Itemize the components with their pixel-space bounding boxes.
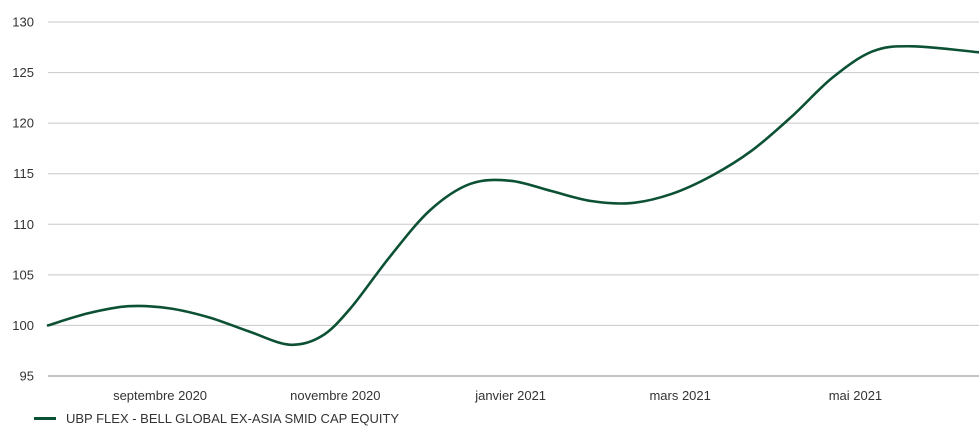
y-tick-label: 105 (12, 267, 34, 282)
x-tick-label: mai 2021 (829, 388, 882, 403)
y-axis-ticks: 95 100 105 110 115 120 125 130 (12, 15, 34, 384)
y-tick-label: 95 (20, 369, 34, 384)
x-tick-label: janvier 2021 (474, 388, 546, 403)
y-tick-label: 120 (12, 116, 34, 131)
legend: UBP FLEX - BELL GLOBAL EX-ASIA SMID CAP … (34, 410, 399, 426)
x-axis-ticks: septembre 2020 novembre 2020 janvier 2021 m… (113, 388, 882, 403)
y-tick-label: 110 (13, 217, 34, 232)
y-tick-label: 100 (12, 318, 34, 333)
x-tick-label: novembre 2020 (290, 388, 380, 403)
x-tick-label: mars 2021 (649, 388, 710, 403)
series-line (46, 44, 979, 347)
legend-label: UBP FLEX - BELL GLOBAL EX-ASIA SMID CAP … (66, 410, 400, 426)
y-tick-label: 130 (12, 15, 34, 30)
legend-swatch (34, 416, 56, 420)
y-tick-label: 125 (12, 65, 34, 80)
x-tick-label: septembre 2020 (113, 388, 207, 403)
series-layer (46, 44, 979, 347)
gridlines (48, 21, 979, 377)
y-tick-label: 115 (13, 166, 34, 181)
